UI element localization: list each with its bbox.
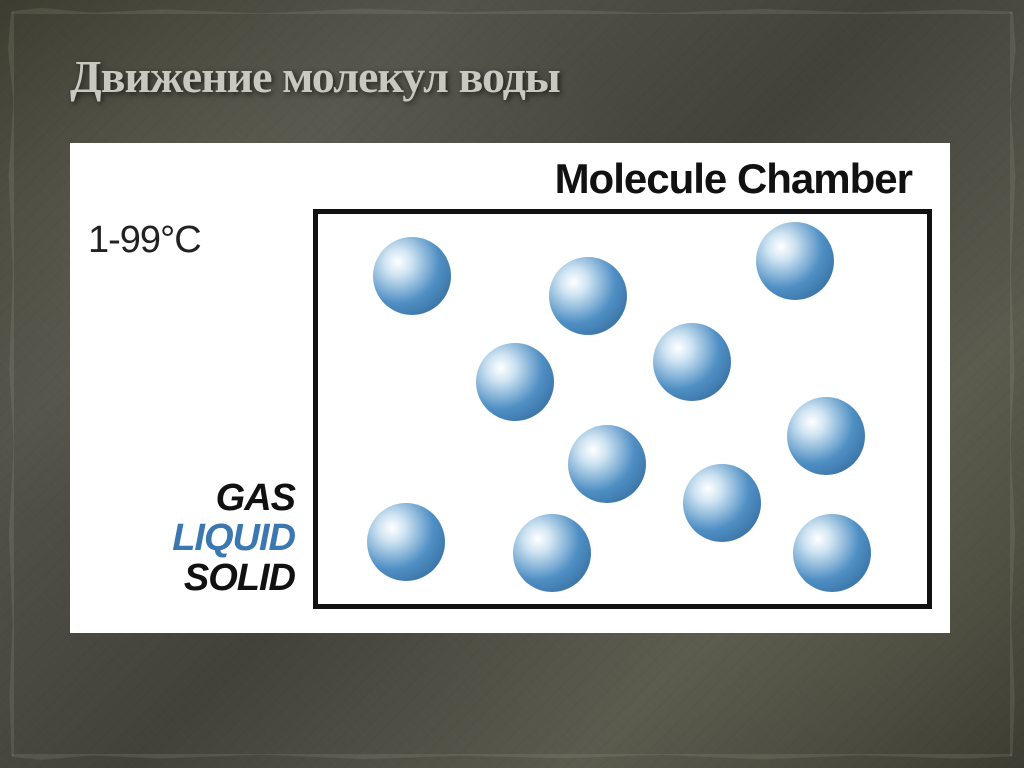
states-list: GASLIQUIDSOLID	[88, 479, 303, 599]
diagram-container: Molecule Chamber 1-99°C GASLIQUIDSOLID	[70, 143, 950, 633]
molecule	[793, 514, 871, 592]
diagram-body: 1-99°C GASLIQUIDSOLID	[88, 209, 932, 609]
molecule	[756, 222, 834, 300]
state-gas: GAS	[216, 479, 295, 519]
slide-content: Движение молекул воды Molecule Chamber 1…	[0, 0, 1024, 768]
diagram-left-column: 1-99°C GASLIQUIDSOLID	[88, 209, 313, 609]
molecule	[787, 397, 865, 475]
molecule	[683, 464, 761, 542]
molecule	[549, 257, 627, 335]
molecule	[367, 503, 445, 581]
molecule	[568, 425, 646, 503]
molecule	[476, 343, 554, 421]
state-solid: SOLID	[184, 559, 295, 599]
chamber-title: Molecule Chamber	[88, 155, 932, 203]
molecule	[513, 514, 591, 592]
state-liquid: LIQUID	[172, 519, 295, 559]
temperature-label: 1-99°C	[88, 219, 303, 262]
molecule	[653, 323, 731, 401]
slide-title: Движение молекул воды	[70, 50, 954, 103]
molecule-chamber	[313, 209, 932, 609]
molecule	[373, 237, 451, 315]
slide-background: Движение молекул воды Molecule Chamber 1…	[0, 0, 1024, 768]
